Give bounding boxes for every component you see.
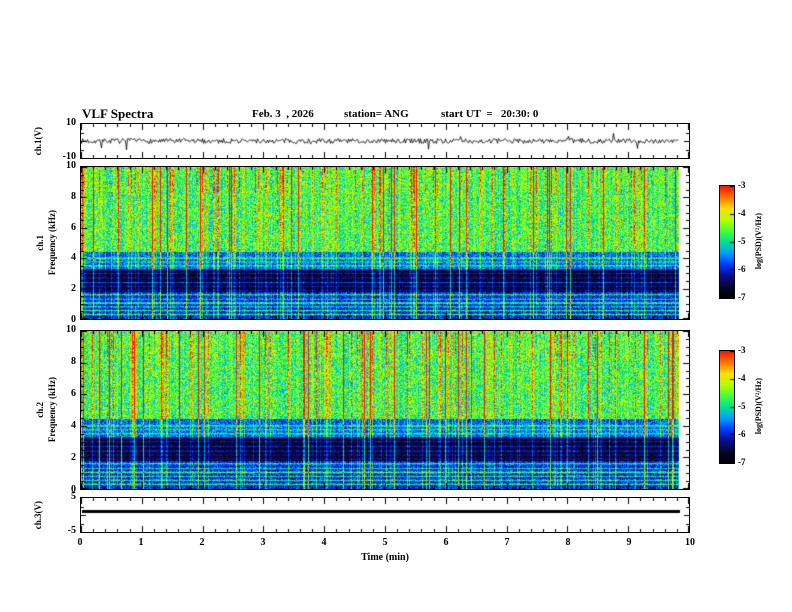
plot-title: VLF Spectra: [82, 106, 154, 121]
x-tick-label: 5: [382, 537, 388, 548]
ch3-timeseries-panel: [80, 497, 690, 533]
x-axis-title: Time (min): [361, 552, 409, 563]
colorbar-tick: -4: [738, 373, 746, 383]
ch1-spectrogram-canvas: [81, 167, 689, 319]
ch1-ymax-label: 10: [66, 117, 76, 128]
colorbar-ch1: [719, 185, 735, 299]
x-tick-label: 1: [138, 537, 144, 548]
colorbar-tick: -7: [738, 292, 746, 302]
colorbar-tick: -4: [738, 208, 746, 218]
spec2-frequency-axis-label: Frequency (kHz): [47, 377, 57, 443]
spec2-channel-label: ch.2: [35, 402, 45, 418]
ch1-axis-label: ch.1(V): [33, 126, 43, 156]
x-tick-label: 8: [565, 537, 571, 548]
ch1-ymin-label: -10: [62, 151, 76, 162]
spec1-ytick: 8: [71, 191, 76, 202]
ch1-timeseries-panel: [80, 123, 690, 159]
spec1-ytick: 2: [71, 283, 76, 294]
ch1-timeseries-canvas: [81, 124, 689, 158]
x-tick-label: 2: [199, 537, 205, 548]
ch3-timeseries-canvas: [81, 498, 689, 532]
spec1-ytick: 0: [71, 314, 76, 325]
plot-date: Feb. 3 , 2026: [252, 108, 314, 120]
spec1-frequency-axis-label: Frequency (kHz): [47, 210, 57, 276]
spec1-ytick: 4: [71, 252, 76, 263]
x-tick-label: 9: [626, 537, 632, 548]
colorbar-tick: -5: [738, 236, 746, 246]
ch1-spectrogram-panel: [80, 166, 690, 320]
ch3-ymin-label: -5: [67, 525, 76, 536]
colorbar-tick: -5: [738, 401, 746, 411]
colorbar-ch2-unit-label: log(PSD)(V²/Hz): [753, 377, 763, 435]
x-tick-label: 10: [685, 537, 695, 548]
colorbar-ch1-unit-label: log(PSD)(V²/Hz): [753, 212, 763, 270]
ch3-axis-label: ch.3(V): [33, 500, 43, 530]
colorbar-tick: -6: [738, 429, 746, 439]
spec1-ytick: 10: [66, 160, 76, 171]
spec2-ytick: 4: [71, 420, 76, 431]
x-tick-label: 0: [77, 537, 83, 548]
x-tick-label: 6: [443, 537, 449, 548]
colorbar-ch1-canvas: [720, 186, 734, 298]
spec2-ytick: 2: [71, 452, 76, 463]
ch3-ymax-label: 5: [71, 491, 76, 502]
x-tick-label: 7: [504, 537, 510, 548]
spec2-ytick: 0: [71, 484, 76, 495]
ch2-spectrogram-panel: [80, 330, 690, 490]
spec2-ytick: 8: [71, 356, 76, 367]
spec2-ytick: 6: [71, 388, 76, 399]
x-tick-label: 4: [321, 537, 327, 548]
colorbar-ch2-canvas: [720, 351, 734, 463]
colorbar-tick: -3: [738, 345, 746, 355]
colorbar-tick: -7: [738, 457, 746, 467]
colorbar-ch2: [719, 350, 735, 464]
x-tick-label: 3: [260, 537, 266, 548]
ch2-spectrogram-canvas: [81, 331, 689, 489]
colorbar-tick: -3: [738, 180, 746, 190]
spec2-ytick: 10: [66, 324, 76, 335]
colorbar-tick: -6: [738, 264, 746, 274]
plot-station: station= ANG: [344, 108, 409, 120]
spec1-ytick: 6: [71, 222, 76, 233]
plot-start-ut: start UT = 20:30: 0: [441, 108, 539, 120]
spec1-channel-label: ch.1: [35, 235, 45, 251]
